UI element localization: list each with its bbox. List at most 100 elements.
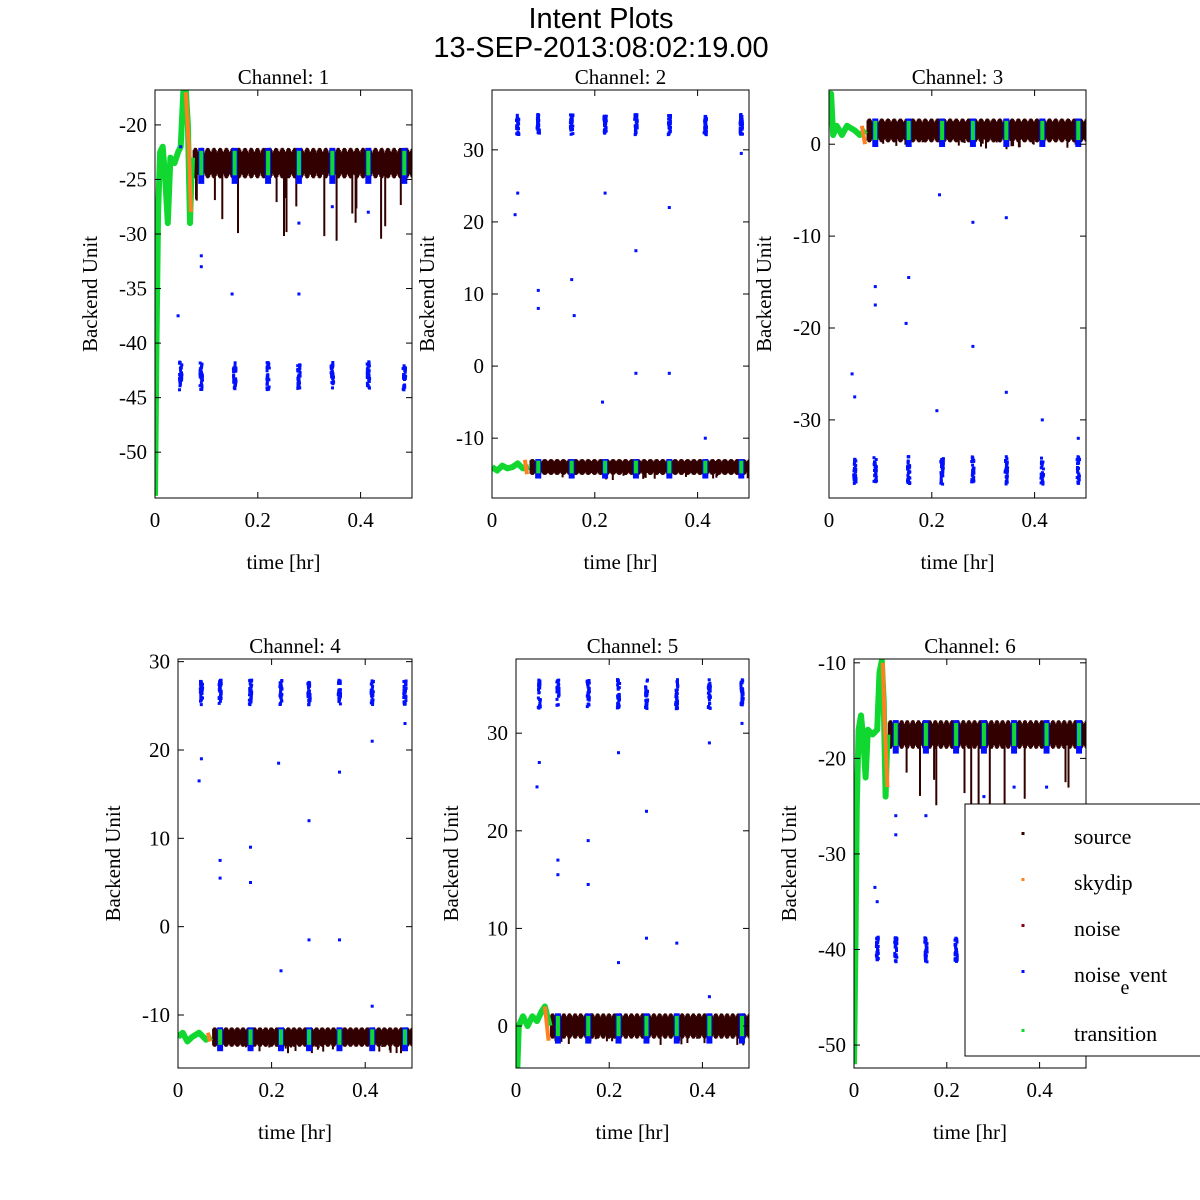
x-axis-label: time [hr] [258, 1120, 332, 1144]
noise-event-point [939, 472, 943, 476]
noise-event-point [404, 694, 408, 698]
noise-event-point [587, 681, 591, 684]
noise-event-point [178, 361, 182, 365]
noise-event-point [537, 685, 541, 689]
noise-event-point [708, 706, 712, 710]
noise-event-point [703, 125, 707, 129]
noise-event-point [219, 693, 223, 697]
noise-event-outlier [249, 845, 252, 849]
noise-event-point [906, 465, 909, 469]
series-source [866, 118, 1086, 150]
noise-event-point [280, 699, 283, 703]
noise-event-point [668, 121, 672, 125]
noise-event-point [645, 690, 649, 694]
subplot-title: Channel: 5 [587, 634, 679, 658]
legend-label-tail: vent [1129, 962, 1167, 987]
noise-event-point [366, 371, 369, 375]
noise-event-outlier [197, 779, 201, 783]
subplot-title: Channel: 3 [912, 65, 1004, 89]
noise-event-point [538, 705, 542, 709]
legend-entry-noise_event: noiseevent [1021, 962, 1167, 999]
noise-event-point [1076, 457, 1080, 461]
noise-event-point [556, 685, 560, 689]
noise-event-point [200, 689, 204, 693]
noise-event-outlier [707, 741, 711, 745]
y-tick-label: -30 [818, 842, 846, 866]
noise-event-point [906, 477, 910, 481]
noise-event-outlier [307, 938, 311, 942]
y-axis-label: Backend Unit [439, 805, 463, 921]
noise-event-point [556, 690, 560, 694]
noise-event-point [738, 123, 742, 127]
noise-event-point [587, 690, 591, 694]
y-tick-label: 0 [474, 354, 485, 378]
subplot-channel-4: 0 0.2 0.4 -10 0 10 20 30 Channel: 4 time [hr] Back… [101, 634, 413, 1144]
noise-event-point [586, 697, 590, 701]
noise-event-point [219, 691, 223, 695]
noise-event-point [873, 469, 876, 472]
noise-event-point [924, 943, 928, 947]
noise-event-point [741, 701, 745, 705]
noise-event-point [955, 951, 959, 955]
noise-event-point [555, 703, 559, 707]
legend-label-subscript: e [1120, 977, 1129, 999]
noise-event-point [739, 131, 743, 135]
noise-event-point [941, 470, 945, 474]
noise-event-outlier [707, 995, 711, 999]
plot-area [829, 90, 1086, 486]
y-tick-label: -30 [793, 408, 821, 432]
y-tick-label: 30 [487, 721, 508, 745]
noise-event-point [604, 117, 608, 121]
series-skydip [859, 125, 867, 145]
noise-event-point [603, 120, 607, 124]
noise-event-point [894, 959, 898, 963]
noise-event-point [199, 388, 203, 391]
noise-event-point [676, 678, 679, 682]
noise-event-point [198, 687, 202, 691]
noise-event-point [675, 702, 679, 706]
noise-event-point [232, 373, 236, 377]
legend-label-text: skydip [1074, 870, 1133, 895]
noise-event-point [667, 117, 671, 121]
noise-event-point [706, 691, 710, 695]
noise-event-point [297, 375, 300, 379]
noise-event-point [308, 696, 312, 700]
noise-event-outlier [366, 210, 370, 214]
noise-event-point [740, 693, 744, 697]
noise-event-point [178, 366, 182, 370]
noise-event-point [971, 468, 975, 472]
noise-event-point [537, 122, 541, 126]
series-transition [178, 1029, 213, 1045]
noise-event-outlier [1004, 390, 1008, 394]
noise-event-outlier [516, 191, 520, 195]
noise-event-point [571, 114, 575, 118]
noise-event-point [218, 689, 222, 692]
noise-event-point [924, 954, 928, 958]
noise-event-point [307, 703, 311, 707]
noise-event-point [403, 690, 407, 694]
noise-event-point [941, 463, 945, 467]
noise-event-point [200, 378, 204, 382]
noise-event-point [602, 131, 606, 135]
noise-event-point [265, 377, 269, 381]
noise-event-point [298, 386, 302, 390]
noise-event-point [515, 113, 519, 117]
noise-event-point [941, 460, 945, 464]
noise-event-point [675, 691, 679, 695]
noise-event-point [279, 702, 282, 706]
noise-event-outlier [249, 881, 252, 884]
noise-event-point [365, 370, 369, 374]
y-tick-label: 20 [149, 738, 170, 762]
noise-event-point [515, 116, 519, 119]
noise-event-point [676, 706, 679, 710]
subplot-channel-3: 0 0.2 0.4 -30 -20 -10 0 Channel: 3 time [hr] Back… [752, 65, 1087, 574]
noise-event-point [955, 940, 959, 944]
noise-event-outlier [537, 761, 541, 764]
noise-event-point [365, 376, 369, 379]
noise-event-point [876, 945, 880, 948]
noise-event-point [537, 681, 541, 685]
x-tick-label: 0.4 [1021, 508, 1048, 532]
noise-event-outlier [586, 883, 590, 886]
noise-event-point [555, 697, 559, 701]
noise-event-point [644, 700, 648, 704]
